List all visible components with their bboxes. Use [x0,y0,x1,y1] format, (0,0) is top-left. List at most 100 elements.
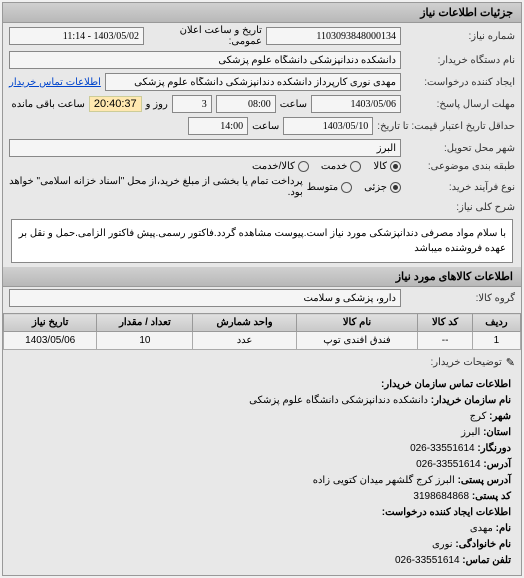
radio-jozii-circle [390,182,401,193]
td-5: 1403/05/06 [4,332,97,350]
goods-thead: ردیف کد کالا نام کالا واحد شمارش تعداد /… [4,314,521,332]
contact-link[interactable]: اطلاعات تماس خریدار [9,77,101,88]
validity-label: حداقل تاریخ اعتبار قیمت: تا تاریخ: [377,121,515,132]
c-lname-label: نام خانوادگی: [455,539,511,550]
radio-khadamat-circle [298,161,309,172]
radio-khedmat-label: خدمت [321,161,348,172]
need-no-label: شماره نیاز: [405,31,515,42]
radio-khadamat[interactable]: کالا/خدمت [252,161,309,172]
th-4: تعداد / مقدار [97,314,193,332]
th-3: واحد شمارش [193,314,296,332]
radio-khadamat-label: کالا/خدمت [252,161,295,172]
row-need-no: شماره نیاز: تاریخ و ساعت اعلان عمومی: [3,23,521,49]
validity-date-input [283,117,373,135]
row-process: نوع فرآیند خرید: جزئی متوسط پرداخت تمام … [3,174,521,200]
row-city: شهر محل تحویل: [3,137,521,159]
validity-time-input [188,117,248,135]
time-label-1: ساعت [280,99,307,110]
deadline-time-input [216,95,276,113]
c-prov-label: استان: [483,427,511,438]
goods-tbody: 1 -- فندق افندی توپ عدد 10 1403/05/06 [4,332,521,350]
c-lname: نوری [432,539,453,550]
process-radio-group: جزئی متوسط [307,182,401,193]
city-label: شهر محل تحویل: [405,143,515,154]
c-org: دانشکده دندانپزشکی دانشگاه علوم پزشکی [249,395,428,406]
countdown-timer: 20:40:37 [89,96,142,112]
desc-label: شرح کلی نیاز: [405,202,515,213]
radio-motevaset[interactable]: متوسط [307,182,352,193]
c-fax-label: دورنگار: [477,443,511,454]
row-creator: ایجاد کننده درخواست: اطلاعات تماس خریدار [3,71,521,93]
table-row: 1 -- فندق افندی توپ عدد 10 1403/05/06 [4,332,521,350]
group-input [9,289,401,307]
c-pcode-label: کد پستی: [472,491,511,502]
td-0: 1 [472,332,520,350]
remaining-label: ساعت باقی مانده [11,99,84,110]
row-buyer-org: نام دستگاه خریدار: [3,49,521,71]
radio-khedmat-circle [350,161,361,172]
deadline-date-input [311,95,401,113]
panel-header: جزئیات اطلاعات نیاز [3,3,521,23]
time-label-2: ساعت [252,121,279,132]
buyer-org-label: نام دستگاه خریدار: [405,55,515,66]
group-label: گروه کالا: [405,293,515,304]
row-group: گروه کالا: [3,287,521,309]
c-fax: 33551614-026 [410,443,475,454]
pencil-icon: ✎ [506,356,515,369]
pack-radio-group: کالا خدمت کالا/خدمت [252,161,401,172]
buyer-org-input [9,51,401,69]
row-validity: حداقل تاریخ اعتبار قیمت: تا تاریخ: ساعت [3,115,521,137]
td-4: 10 [97,332,193,350]
days-remaining-input [172,95,212,113]
radio-jozii[interactable]: جزئی [364,182,401,193]
public-date-label: تاریخ و ساعت اعلان عمومی: [148,25,262,47]
contact-header: اطلاعات تماس سازمان خریدار: [381,379,511,390]
contact-block: اطلاعات تماس سازمان خریدار: نام سازمان خ… [3,371,521,575]
row-desc-label: شرح کلی نیاز: [3,200,521,215]
radio-khedmat[interactable]: خدمت [321,161,362,172]
radio-motevaset-circle [341,182,352,193]
td-2: فندق افندی توپ [296,332,418,350]
extra-label: توضیحات خریدار: [392,357,502,368]
c-addr: 33551614-026 [416,459,481,470]
c-paddr-label: آدرس پستی: [458,475,511,486]
row-deadline: مهلت ارسال پاسخ: ساعت روز و 20:40:37 ساع… [3,93,521,115]
c-city: کرج [470,411,487,422]
c-phone-label: تلفن تماس: [462,555,511,566]
deadline-label: مهلت ارسال پاسخ: [405,99,515,110]
process-note: پرداخت تمام یا بخشی از مبلغ خرید،از محل … [9,176,303,198]
city-input [9,139,401,157]
public-date-input [9,27,144,45]
c-creator-header: اطلاعات ایجاد کننده درخواست: [382,507,511,518]
c-prov: البرز [461,427,480,438]
td-1: -- [418,332,473,350]
pack-label: طبقه بندی موضوعی: [405,161,515,172]
c-city-label: شهر: [489,411,511,422]
c-org-label: نام سازمان خریدار: [431,395,511,406]
need-details-panel: جزئیات اطلاعات نیاز شماره نیاز: تاریخ و … [2,2,522,576]
th-5: تاریخ نیاز [4,314,97,332]
c-fname-label: نام: [496,523,511,534]
need-no-input [266,27,401,45]
days-label: روز و [146,99,168,110]
th-0: ردیف [472,314,520,332]
c-addr-label: آدرس: [483,459,511,470]
radio-jozii-label: جزئی [364,182,387,193]
row-extra: ✎ توضیحات خریدار: [3,354,521,371]
c-pcode: 3198684868 [413,491,469,502]
radio-kala-label: کالا [373,161,387,172]
process-label: نوع فرآیند خرید: [405,182,515,193]
creator-label: ایجاد کننده درخواست: [405,77,515,88]
th-2: نام کالا [296,314,418,332]
radio-motevaset-label: متوسط [307,182,338,193]
c-phone: 33551614-026 [395,555,460,566]
radio-kala[interactable]: کالا [373,161,401,172]
goods-panel-header: اطلاعات کالاهای مورد نیاز [3,267,521,287]
th-1: کد کالا [418,314,473,332]
td-3: عدد [193,332,296,350]
radio-kala-circle [390,161,401,172]
desc-text: با سلام مواد مصرفی دندانپزشکی مورد نیاز … [11,219,513,263]
c-paddr: البرز کرج گلشهر میدان کتویی زاده [313,475,455,486]
creator-input [105,73,401,91]
row-pack: طبقه بندی موضوعی: کالا خدمت کالا/خدمت [3,159,521,174]
